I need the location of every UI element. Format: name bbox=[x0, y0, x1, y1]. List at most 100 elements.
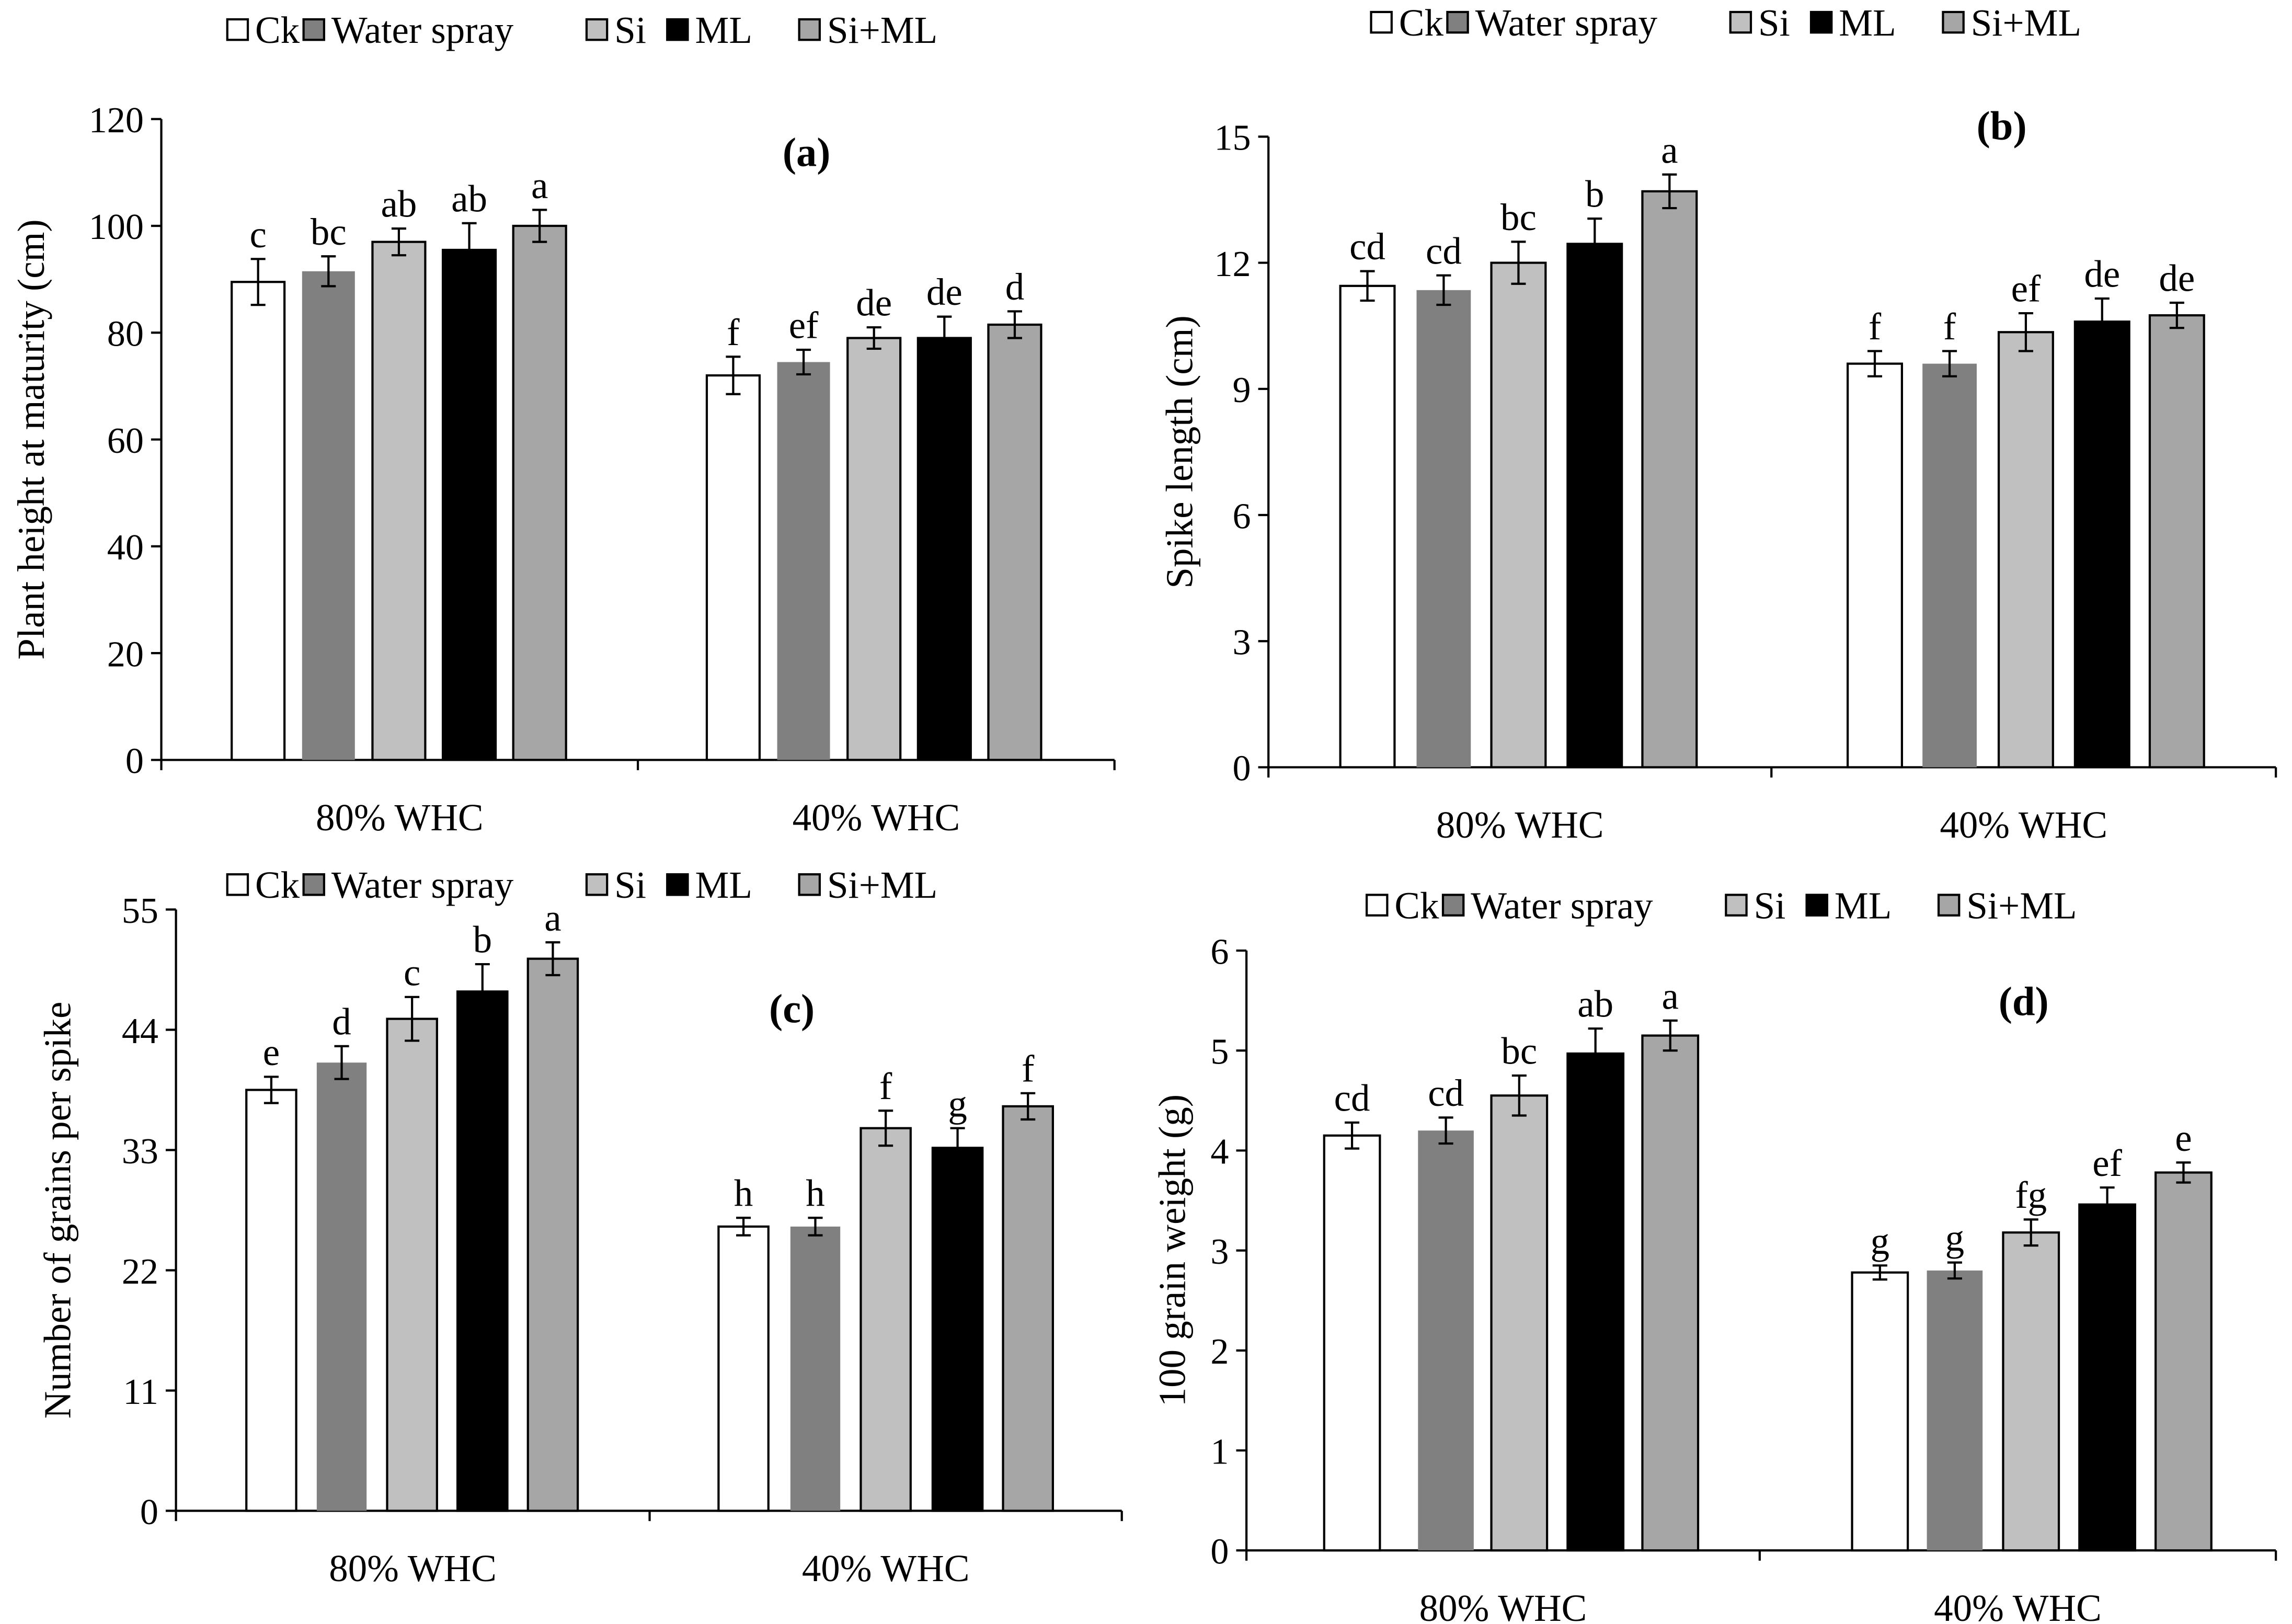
legend-swatch bbox=[1809, 10, 1833, 34]
bar bbox=[1339, 284, 1396, 769]
significance-letter: ef bbox=[2011, 268, 2041, 310]
x-category-label: 80% WHC bbox=[329, 1547, 497, 1589]
legend-label: Si bbox=[1758, 2, 1790, 44]
y-axis-label: Spike length (cm) bbox=[1158, 315, 1200, 588]
legend-swatch bbox=[1441, 894, 1465, 917]
significance-letter: ab bbox=[1577, 983, 1613, 1025]
legend-label: Ck bbox=[1399, 2, 1444, 44]
significance-letter: a bbox=[1662, 975, 1679, 1017]
bar bbox=[777, 362, 830, 760]
significance-letter: h bbox=[734, 1172, 753, 1215]
panel-label: (a) bbox=[783, 129, 831, 175]
legend-swatch bbox=[1942, 10, 1965, 34]
x-category-label: 40% WHC bbox=[1934, 1587, 2102, 1624]
significance-letter: de bbox=[856, 282, 892, 324]
significance-letter: a bbox=[1661, 129, 1678, 171]
y-tick-label: 0 bbox=[140, 1492, 158, 1532]
panel-label: (c) bbox=[769, 986, 815, 1031]
legend-swatch bbox=[798, 873, 821, 896]
significance-letter: g bbox=[948, 1082, 967, 1125]
significance-letter: c bbox=[404, 951, 420, 993]
bar bbox=[512, 224, 567, 761]
y-tick-label: 0 bbox=[1232, 749, 1251, 789]
y-tick-label: 3 bbox=[1232, 622, 1251, 662]
significance-letter: ab bbox=[381, 183, 417, 225]
legend-label: Si+ML bbox=[827, 9, 937, 51]
significance-letter: g bbox=[1871, 1220, 1889, 1262]
y-tick-label: 1 bbox=[1210, 1432, 1229, 1472]
bar bbox=[1997, 331, 2054, 769]
y-tick-label: 100 bbox=[89, 207, 144, 247]
bar bbox=[860, 1127, 912, 1512]
significance-letter: f bbox=[879, 1065, 892, 1107]
y-axis-label: Plant height at maturity (cm) bbox=[10, 219, 52, 659]
significance-letter: f bbox=[1943, 305, 1956, 348]
chart-panel-d: Ck Water spray Si ML Si+ML (d) 100 grain weigh… bbox=[1151, 884, 2277, 1624]
legend-label: ML bbox=[695, 864, 752, 906]
significance-letter: bc bbox=[311, 211, 347, 253]
legend-label: Si+ML bbox=[1966, 884, 2077, 927]
legend-label: Ck bbox=[1394, 884, 1439, 927]
x-category-label: 40% WHC bbox=[793, 796, 960, 839]
bar bbox=[1418, 1130, 1474, 1551]
bar bbox=[1416, 290, 1471, 768]
bar bbox=[2078, 1203, 2136, 1552]
bar bbox=[1566, 1052, 1625, 1552]
legend-label: ML bbox=[695, 9, 752, 51]
bar bbox=[1847, 362, 1904, 769]
panel-label: (b) bbox=[1977, 103, 2027, 148]
legend-swatch bbox=[1370, 10, 1393, 34]
bar bbox=[456, 990, 509, 1512]
significance-letter: bc bbox=[1500, 196, 1537, 238]
chart-panel-a: Ck Water spray Si ML Si+ML (a) Plant height at… bbox=[10, 9, 1116, 839]
y-tick-label: 12 bbox=[1214, 244, 1251, 284]
y-tick-label: 11 bbox=[123, 1372, 158, 1412]
significance-letter: g bbox=[1945, 1217, 1964, 1259]
legend-swatch bbox=[1366, 894, 1389, 917]
x-category-label: 80% WHC bbox=[1419, 1587, 1587, 1624]
significance-letter: f bbox=[727, 311, 740, 353]
y-tick-label: 6 bbox=[1210, 932, 1229, 972]
x-category-label: 40% WHC bbox=[802, 1547, 970, 1589]
y-tick-label: 3 bbox=[1210, 1232, 1229, 1272]
legend-swatch bbox=[666, 873, 689, 896]
legend-swatch bbox=[302, 873, 325, 896]
y-tick-label: 0 bbox=[1210, 1531, 1229, 1572]
y-tick-label: 9 bbox=[1232, 370, 1251, 410]
bar bbox=[846, 337, 902, 761]
significance-letter: bc bbox=[1501, 1030, 1537, 1072]
significance-letter: cd bbox=[1428, 1072, 1464, 1114]
bar bbox=[1566, 243, 1623, 769]
significance-letter: ab bbox=[451, 177, 487, 220]
legend-swatch bbox=[1725, 894, 1748, 917]
legend-label: Water spray bbox=[1471, 884, 1653, 927]
bar bbox=[717, 1225, 770, 1512]
chart-panel-b: Ck Water spray Si ML Si+ML (b) Spike length (c… bbox=[1158, 2, 2277, 846]
legend-swatch bbox=[226, 18, 249, 41]
significance-letter: d bbox=[332, 1000, 351, 1043]
y-tick-label: 15 bbox=[1214, 118, 1251, 158]
significance-letter: cd bbox=[1334, 1077, 1370, 1119]
bar bbox=[2073, 321, 2130, 769]
bar bbox=[1641, 1034, 1700, 1552]
bar bbox=[1323, 1134, 1381, 1552]
bar bbox=[1927, 1270, 1983, 1551]
bar bbox=[705, 374, 761, 761]
significance-letter: de bbox=[2084, 253, 2120, 295]
significance-letter: e bbox=[2175, 1117, 2192, 1159]
significance-letter: a bbox=[544, 897, 561, 939]
legend-swatch bbox=[585, 873, 609, 896]
legend-label: Si+ML bbox=[1971, 2, 2081, 44]
bar bbox=[931, 1147, 984, 1512]
legend-swatch bbox=[798, 18, 821, 41]
bar bbox=[916, 337, 972, 761]
legend-swatch bbox=[1446, 10, 1469, 34]
significance-letter: cd bbox=[1349, 225, 1385, 268]
x-category-label: 80% WHC bbox=[1436, 804, 1604, 846]
bar bbox=[1851, 1271, 1909, 1552]
panel-label: (d) bbox=[1999, 978, 2049, 1024]
y-axis-label: Number of grains per spike bbox=[37, 1002, 79, 1419]
y-tick-label: 120 bbox=[89, 100, 144, 141]
bar bbox=[245, 1089, 297, 1512]
legend-swatch bbox=[1729, 10, 1752, 34]
